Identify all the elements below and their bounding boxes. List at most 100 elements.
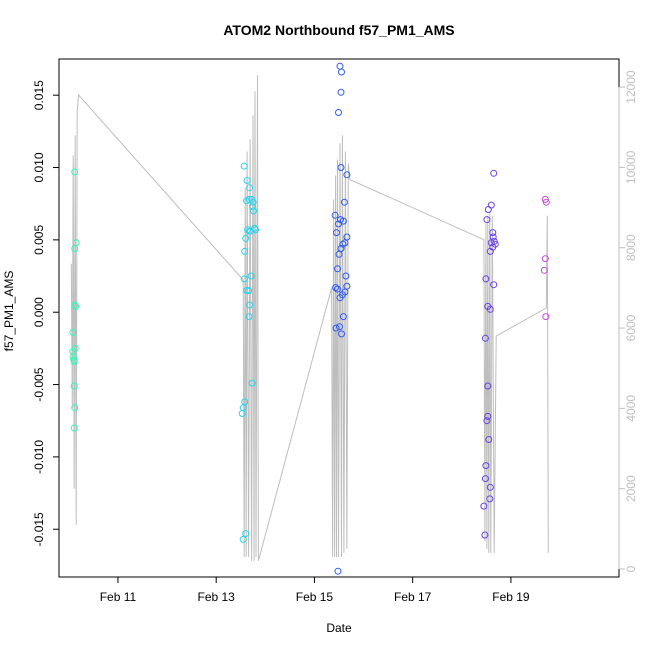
data-point [334, 567, 342, 575]
y2-tick-label: 6000 [624, 314, 638, 341]
y2-tick-label: 8000 [624, 234, 638, 261]
data-point [338, 330, 345, 338]
x-tick-label: Feb 19 [492, 590, 530, 604]
y2-tick-label: 10000 [624, 150, 638, 184]
data-point [247, 272, 255, 280]
scatter-points-group [69, 62, 550, 575]
data-point [70, 424, 78, 432]
data-point [334, 285, 341, 293]
data-point [242, 530, 250, 538]
y-tick-label: 0.005 [32, 225, 46, 255]
y-axis-right: 0 2000 4000 6000 8000 10000 12000 [618, 70, 638, 572]
data-point [71, 404, 79, 412]
y-tick-label: 0.015 [32, 80, 46, 110]
y2-tick-label: 4000 [624, 395, 638, 422]
data-point [542, 313, 550, 321]
y2-tick-label: 0 [624, 565, 638, 572]
data-point [72, 239, 80, 247]
y-tick-label: 0.010 [32, 152, 46, 182]
y-axis-left: -0.015 -0.010 -0.005 0.000 0.005 0.010 0.015 [32, 80, 60, 546]
data-point [490, 169, 498, 177]
data-point [241, 398, 249, 406]
data-point [240, 275, 248, 283]
data-point [340, 198, 348, 206]
data-point [342, 272, 350, 280]
data-point [239, 535, 247, 543]
data-point [339, 313, 347, 321]
data-point [336, 62, 344, 70]
chart-title: ATOM2 Northbound f57_PM1_AMS [223, 22, 454, 38]
data-point [487, 201, 495, 209]
data-point [480, 502, 488, 510]
data-point [485, 436, 493, 443]
y-tick-label: -0.010 [32, 440, 46, 474]
data-point [243, 287, 251, 294]
data-point [246, 184, 254, 192]
data-point [240, 162, 248, 170]
data-point [484, 382, 492, 390]
data-point [70, 382, 78, 390]
y-tick-label: -0.005 [32, 367, 46, 401]
data-point [343, 171, 351, 179]
data-point [70, 357, 78, 365]
data-point [245, 287, 253, 294]
x-tick-label: Feb 11 [100, 590, 137, 604]
data-point [486, 483, 494, 491]
data-point [251, 224, 258, 232]
data-point [248, 379, 256, 387]
data-point [245, 313, 253, 321]
x-axis-label: Date [326, 621, 352, 635]
data-point [71, 168, 79, 176]
x-tick-label: Feb 15 [296, 590, 334, 604]
data-point [69, 329, 77, 336]
y-tick-label: 0.000 [32, 297, 46, 327]
data-point [335, 109, 342, 116]
data-point [241, 247, 249, 255]
data-point [331, 211, 339, 219]
data-point [246, 301, 254, 309]
data-point [252, 226, 259, 234]
data-point [491, 240, 499, 248]
data-point [332, 324, 340, 332]
y-tick-label: -0.015 [32, 512, 46, 546]
data-point [242, 234, 250, 242]
data-point [482, 462, 490, 470]
data-point [71, 344, 79, 352]
data-point [69, 353, 77, 361]
data-point [483, 417, 491, 425]
x-tick-label: Feb 17 [394, 590, 432, 604]
x-tick-label: Feb 13 [198, 590, 236, 604]
data-point [250, 207, 257, 215]
data-point [540, 266, 548, 274]
data-point [482, 275, 490, 283]
data-point [332, 284, 340, 292]
data-point [334, 265, 341, 273]
data-point [489, 229, 497, 237]
x-axis: Feb 11 Feb 13 Feb 15 Feb 17 Feb 19 [100, 576, 530, 604]
data-point [339, 240, 347, 248]
data-point [336, 323, 343, 331]
data-point [72, 302, 80, 310]
data-point [542, 198, 550, 206]
y-axis-label: f57_PM1_AMS [2, 271, 16, 352]
y2-tick-label: 12000 [624, 70, 638, 104]
data-point [333, 229, 340, 237]
data-point [337, 88, 345, 96]
data-point [249, 203, 256, 211]
data-point [71, 301, 79, 309]
secondary-series-line [70, 75, 549, 562]
y2-tick-label: 2000 [624, 475, 638, 502]
data-point [481, 531, 489, 539]
data-point [343, 282, 351, 290]
data-point [249, 198, 257, 206]
data-point [486, 305, 494, 313]
data-point [339, 217, 347, 225]
secondary-series-group [70, 75, 549, 562]
data-point [337, 245, 345, 252]
data-point [483, 216, 491, 224]
data-point [541, 255, 549, 263]
data-point [343, 233, 351, 241]
data-point [481, 334, 489, 342]
